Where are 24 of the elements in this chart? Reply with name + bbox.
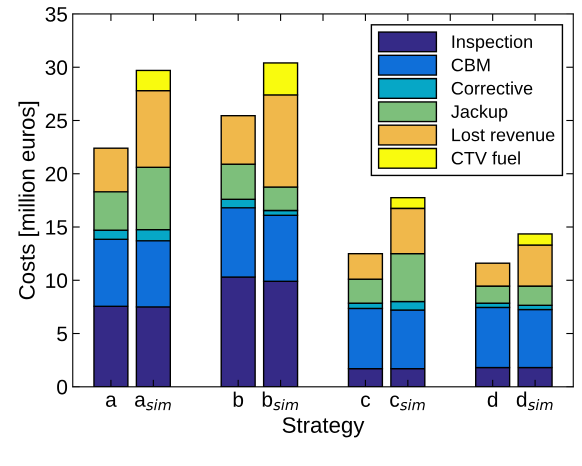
x-tick-label: d bbox=[488, 392, 498, 407]
legend-label: Inspection bbox=[452, 34, 532, 52]
x-tick-label: b bbox=[234, 392, 244, 407]
legend-label: Jackup bbox=[451, 104, 508, 122]
x-tick-label: a bbox=[106, 396, 117, 407]
legend-label: CTV fuel bbox=[452, 151, 520, 165]
y-tick-label: 20 bbox=[46, 166, 68, 182]
x-axis-title: Strategy bbox=[282, 417, 364, 438]
y-tick-label: 35 bbox=[46, 6, 68, 22]
x-tick-label: c bbox=[361, 396, 370, 407]
x-tick-label: d$_{sim}$ bbox=[516, 392, 553, 410]
x-tick-label: a$_{sim}$ bbox=[135, 395, 171, 410]
y-axis-title: Costs [million euros] bbox=[18, 102, 40, 300]
legend-label: CBM bbox=[452, 58, 490, 72]
legend-label: Corrective bbox=[452, 81, 532, 95]
y-tick-label: 30 bbox=[46, 60, 68, 75]
y-tick-label: 0 bbox=[57, 380, 68, 395]
y-tick-label: 5 bbox=[57, 326, 68, 342]
y-tick-label: 15 bbox=[46, 220, 68, 235]
y-tick-label: 25 bbox=[46, 113, 68, 128]
y-tick-label: 10 bbox=[46, 273, 68, 288]
x-tick-label: c$_{sim}$ bbox=[390, 395, 425, 410]
x-tick-label: b$_{sim}$ bbox=[262, 392, 298, 410]
legend-label: Lost revenue bbox=[452, 128, 554, 142]
